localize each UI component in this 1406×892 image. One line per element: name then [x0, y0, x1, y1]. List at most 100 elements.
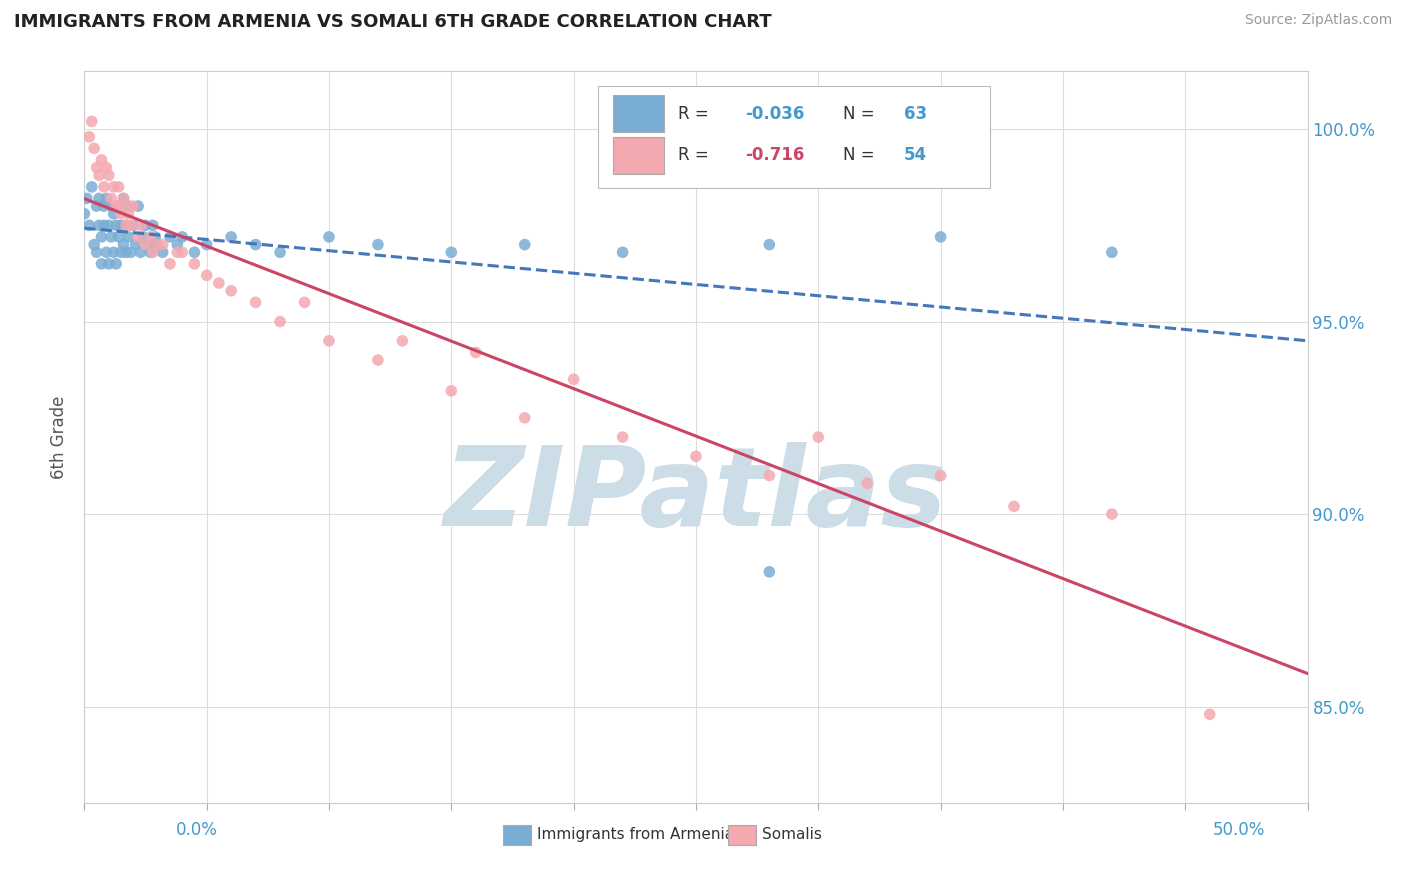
Point — [152, 237, 174, 252]
Point — [97, 257, 120, 271]
Point — [122, 199, 145, 213]
Point — [105, 199, 128, 213]
Point — [103, 245, 125, 260]
Point — [76, 191, 98, 205]
Point — [136, 237, 159, 252]
Point — [318, 230, 340, 244]
Point — [245, 295, 267, 310]
Point — [219, 284, 242, 298]
Point — [97, 169, 120, 183]
Point — [86, 199, 108, 213]
Point — [440, 384, 463, 398]
Text: N =: N = — [842, 104, 880, 123]
Text: IMMIGRANTS FROM ARMENIA VS SOMALI 6TH GRADE CORRELATION CHART: IMMIGRANTS FROM ARMENIA VS SOMALI 6TH GR… — [14, 13, 772, 31]
Text: R =: R = — [678, 146, 714, 164]
Point — [856, 476, 879, 491]
Point — [929, 468, 952, 483]
Point — [929, 230, 952, 244]
Point — [440, 245, 463, 260]
Point — [807, 430, 830, 444]
Text: R =: R = — [678, 104, 714, 123]
Text: ZIPatlas: ZIPatlas — [444, 442, 948, 549]
Point — [100, 199, 122, 213]
Point — [103, 207, 125, 221]
Point — [758, 468, 780, 483]
Point — [129, 245, 152, 260]
Point — [152, 245, 174, 260]
Point — [127, 199, 149, 213]
Text: Immigrants from Armenia: Immigrants from Armenia — [537, 828, 734, 842]
Text: Source: ZipAtlas.com: Source: ZipAtlas.com — [1244, 13, 1392, 28]
Point — [146, 237, 169, 252]
Point — [87, 169, 110, 183]
Point — [117, 230, 139, 244]
Point — [97, 219, 120, 233]
Point — [110, 219, 132, 233]
Point — [367, 237, 389, 252]
Point — [105, 219, 128, 233]
Point — [139, 230, 162, 244]
Point — [612, 430, 634, 444]
FancyBboxPatch shape — [613, 95, 664, 132]
Point — [172, 245, 194, 260]
Point — [100, 230, 122, 244]
Point — [166, 245, 188, 260]
Point — [80, 114, 103, 128]
Point — [120, 245, 142, 260]
Text: 50.0%: 50.0% — [1213, 821, 1265, 838]
Point — [112, 191, 135, 205]
Point — [125, 237, 148, 252]
Text: -0.716: -0.716 — [745, 146, 804, 164]
Point — [1198, 707, 1220, 722]
Point — [115, 219, 138, 233]
Point — [115, 245, 138, 260]
Point — [269, 245, 291, 260]
Point — [183, 245, 205, 260]
Point — [103, 179, 125, 194]
Point — [107, 179, 129, 194]
Point — [115, 219, 138, 233]
Point — [183, 257, 205, 271]
Point — [146, 237, 169, 252]
Point — [86, 161, 108, 175]
Point — [367, 353, 389, 368]
Point — [294, 295, 316, 310]
Point — [562, 372, 585, 386]
Point — [100, 191, 122, 205]
Text: 63: 63 — [904, 104, 927, 123]
Point — [87, 219, 110, 233]
Point — [96, 245, 118, 260]
Point — [110, 245, 132, 260]
Point — [96, 191, 118, 205]
Point — [93, 199, 115, 213]
Point — [73, 207, 96, 221]
Point — [166, 237, 188, 252]
Text: N =: N = — [842, 146, 880, 164]
Point — [86, 245, 108, 260]
Point — [1002, 500, 1025, 514]
Point — [93, 179, 115, 194]
Text: 54: 54 — [904, 146, 927, 164]
Point — [110, 207, 132, 221]
Point — [269, 315, 291, 329]
Point — [117, 207, 139, 221]
Point — [159, 230, 181, 244]
Point — [135, 219, 157, 233]
FancyBboxPatch shape — [613, 137, 664, 174]
Point — [612, 245, 634, 260]
Point — [90, 257, 112, 271]
Point — [132, 230, 155, 244]
Point — [142, 245, 165, 260]
Point — [117, 199, 139, 213]
Text: Somalis: Somalis — [762, 828, 823, 842]
Point — [195, 268, 218, 283]
Point — [77, 219, 100, 233]
Point — [83, 237, 105, 252]
Point — [464, 345, 486, 359]
Point — [105, 257, 128, 271]
Point — [107, 199, 129, 213]
Point — [122, 219, 145, 233]
Point — [112, 191, 135, 205]
Point — [143, 230, 166, 244]
Point — [87, 191, 110, 205]
